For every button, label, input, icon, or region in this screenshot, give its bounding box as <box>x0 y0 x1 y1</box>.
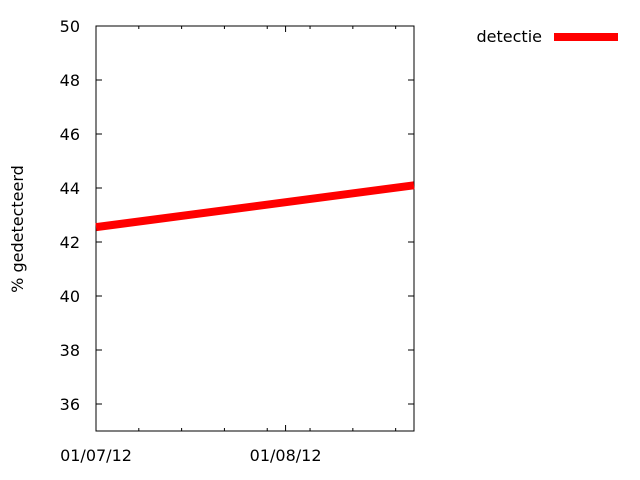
y-tick-label-48: 48 <box>60 71 80 90</box>
y-axis-label: % gedetecteerd <box>8 165 27 293</box>
y-tick-label-36: 36 <box>60 395 80 414</box>
legend: detectie <box>477 27 618 46</box>
y-tick-label-46: 46 <box>60 125 80 144</box>
legend-label-detectie: detectie <box>477 27 542 46</box>
series-line-detectie <box>95 181 415 232</box>
y-tick-label-42: 42 <box>60 233 80 252</box>
y-axis: 36 38 40 42 44 46 48 50 <box>60 17 414 414</box>
y-tick-label-44: 44 <box>60 179 80 198</box>
y-tick-label-38: 38 <box>60 341 80 360</box>
plot-frame <box>95 25 415 432</box>
x-tick-label-0: 01/07/12 <box>60 446 132 465</box>
y-tick-label-40: 40 <box>60 287 80 306</box>
y-tick-label-50: 50 <box>60 17 80 36</box>
x-tick-label-1: 01/08/12 <box>250 446 322 465</box>
series-layer <box>95 181 415 232</box>
x-axis: 01/07/12 01/08/12 <box>60 26 397 465</box>
